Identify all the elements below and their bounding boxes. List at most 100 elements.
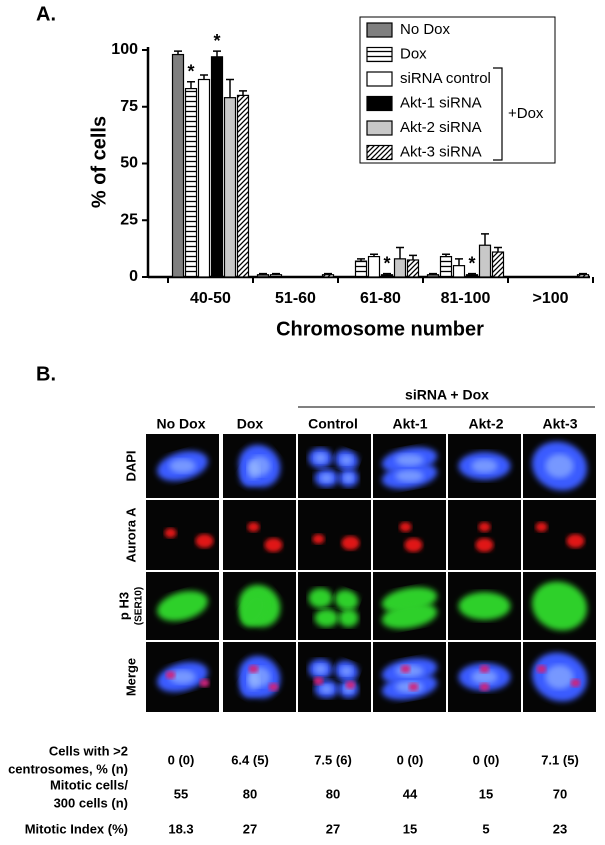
micrograph-signal (314, 609, 339, 627)
significance-mark: * (468, 253, 475, 273)
legend-swatch (366, 120, 393, 136)
micrograph (223, 500, 296, 570)
micrograph (223, 434, 296, 498)
micrograph-signal (479, 665, 490, 673)
bar (478, 244, 492, 278)
bar (321, 274, 335, 278)
micrograph (448, 434, 521, 498)
micrograph-signal (308, 588, 333, 608)
row-label: p H3 (116, 592, 131, 620)
micrograph-signal (345, 681, 356, 689)
bar (184, 87, 198, 278)
legend-swatch (366, 46, 393, 63)
micrograph-signal (535, 522, 548, 532)
legend-swatch (366, 71, 393, 87)
micrograph-signal (247, 461, 260, 479)
micrograph (448, 500, 521, 570)
micrograph (448, 642, 521, 712)
legend-swatch (366, 144, 393, 161)
table-cell: 80 (326, 786, 340, 801)
micrograph (373, 434, 446, 498)
table-cell: 15 (479, 786, 493, 801)
y-tick-label: 50 (120, 155, 138, 172)
micrograph (146, 434, 219, 498)
legend-label: Dox (400, 45, 427, 62)
error-bar (370, 253, 378, 257)
micrograph (146, 500, 219, 570)
table-cell: 55 (174, 786, 188, 801)
x-tick-label: >100 (532, 290, 568, 307)
bar (576, 274, 590, 278)
row-label: Aurora A (123, 507, 138, 563)
micrograph-signal (199, 679, 210, 687)
table-cell: 27 (326, 821, 340, 836)
micrograph-signal (164, 528, 177, 538)
micrograph (298, 434, 371, 498)
micrograph-signal (536, 665, 547, 673)
micrograph-signal (169, 670, 196, 684)
micrograph-signal (471, 459, 498, 473)
column-header: Control (308, 416, 358, 432)
bar (439, 255, 453, 278)
legend-box (359, 16, 556, 164)
micrograph (448, 572, 521, 640)
group-header: siRNA + Dox (405, 387, 489, 403)
column-header: Akt-3 (542, 416, 577, 432)
bar (393, 258, 407, 278)
table-cell: 6.4 (5) (231, 752, 269, 767)
error-bar (455, 258, 463, 266)
micrograph (298, 500, 371, 570)
micrograph (523, 434, 596, 498)
micrograph-signal (248, 665, 259, 673)
bar (452, 265, 466, 278)
micrograph-signal (334, 589, 359, 611)
micrograph-bg (523, 500, 596, 570)
micrograph-signal (545, 454, 574, 478)
micrograph-signal (314, 664, 327, 674)
micrograph-signal (570, 679, 581, 687)
micrograph-signal (157, 590, 208, 622)
micrograph-signal (458, 592, 511, 620)
error-bar (226, 78, 234, 98)
micrograph-signal (320, 473, 333, 483)
legend-swatch (366, 95, 393, 112)
legend-swatch (366, 22, 393, 38)
table-cell: 70 (553, 786, 567, 801)
micrograph-signal (395, 470, 424, 482)
micrograph (223, 642, 296, 712)
error-bar (213, 50, 221, 57)
significance-mark: * (213, 31, 220, 51)
micrograph-bg (373, 500, 446, 570)
micrograph-signal (471, 670, 498, 684)
error-bar (442, 253, 450, 257)
x-axis-label: Chromosome number (276, 318, 484, 340)
x-tick-label: 51-60 (275, 290, 316, 307)
table-cell: 7.1 (5) (541, 752, 579, 767)
error-bar (357, 258, 365, 262)
error-bar (272, 272, 280, 275)
bar (354, 260, 368, 278)
y-tick-label: 75 (120, 98, 138, 115)
error-bar (494, 246, 502, 253)
micrograph-signal (343, 473, 354, 483)
bar (236, 94, 250, 278)
bar (197, 78, 211, 278)
significance-mark: * (187, 62, 194, 82)
row-label: DAPI (123, 450, 138, 481)
micrograph-signal (169, 459, 196, 473)
micrograph-signal (338, 609, 359, 627)
micrograph-signal (341, 536, 360, 550)
micrograph-bg (298, 572, 371, 640)
micrograph-signal (239, 593, 268, 627)
micrograph-signal (399, 522, 412, 532)
micrograph (373, 500, 446, 570)
micrograph-signal (312, 534, 325, 544)
x-tick-label: 40-50 (190, 290, 231, 307)
legend-label: siRNA control (400, 70, 491, 87)
table-cell: 7.5 (6) (314, 752, 352, 767)
micrograph-signal (247, 522, 260, 532)
bar (256, 274, 270, 278)
bar (426, 274, 440, 278)
error-bar (187, 81, 195, 89)
